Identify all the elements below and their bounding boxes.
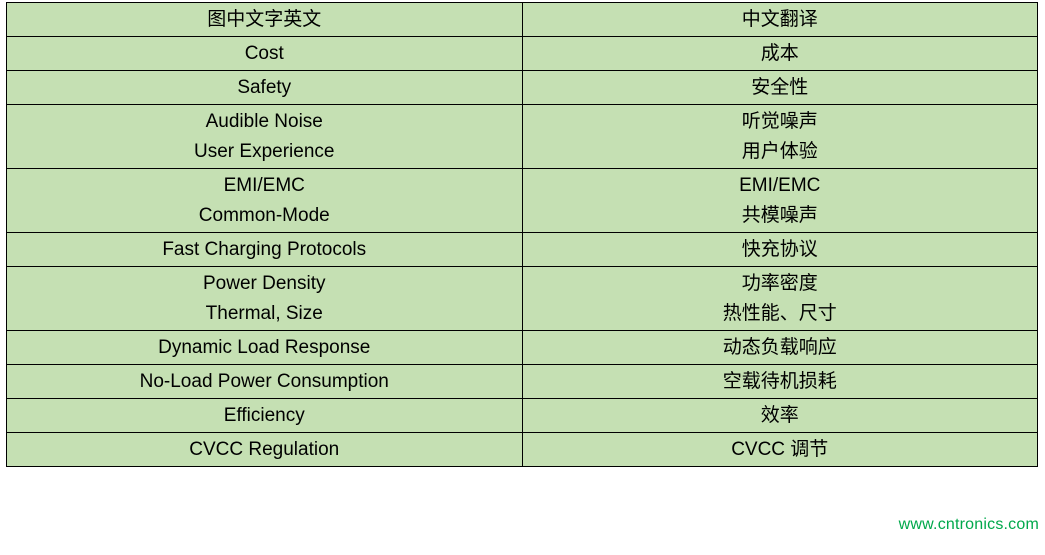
cell-stack: EMI/EMC Common-Mode — [7, 169, 522, 232]
cell-stack: Power Density Thermal, Size — [7, 267, 522, 330]
cell-text: Common-Mode — [199, 201, 330, 230]
cell-stack: 听觉噪声 用户体验 — [523, 105, 1038, 168]
table-row: No-Load Power Consumption 空载待机损耗 — [7, 365, 1038, 399]
cell-text: Thermal, Size — [206, 299, 323, 328]
table-row: Cost 成本 — [7, 37, 1038, 71]
cell-chinese: 空载待机损耗 — [522, 365, 1038, 399]
header-col-chinese: 中文翻译 — [522, 3, 1038, 37]
cell-text: CVCC 调节 — [731, 439, 828, 460]
cell-english: Cost — [7, 37, 523, 71]
cell-chinese: 成本 — [522, 37, 1038, 71]
header-label: 图中文字英文 — [207, 9, 321, 30]
cell-stack: 功率密度 热性能、尺寸 — [523, 267, 1038, 330]
cell-text: 安全性 — [751, 77, 808, 98]
cell-text: Safety — [237, 77, 291, 98]
cell-chinese: 功率密度 热性能、尺寸 — [522, 267, 1038, 331]
cell-chinese: 动态负载响应 — [522, 331, 1038, 365]
cell-text: Cost — [245, 43, 284, 64]
header-col-english: 图中文字英文 — [7, 3, 523, 37]
cell-stack: Audible Noise User Experience — [7, 105, 522, 168]
cell-english: Dynamic Load Response — [7, 331, 523, 365]
cell-text: User Experience — [194, 137, 334, 166]
cell-text: Dynamic Load Response — [158, 337, 370, 358]
header-label: 中文翻译 — [742, 9, 818, 30]
cell-english: No-Load Power Consumption — [7, 365, 523, 399]
table-row: EMI/EMC Common-Mode EMI/EMC 共模噪声 — [7, 169, 1038, 233]
cell-text: CVCC Regulation — [189, 439, 339, 460]
translation-table: 图中文字英文 中文翻译 Cost 成本 Safety 安全性 Audible N… — [6, 2, 1038, 467]
cell-text: 空载待机损耗 — [723, 371, 837, 392]
table-row: Power Density Thermal, Size 功率密度 热性能、尺寸 — [7, 267, 1038, 331]
cell-chinese: 听觉噪声 用户体验 — [522, 105, 1038, 169]
cell-chinese: EMI/EMC 共模噪声 — [522, 169, 1038, 233]
table-header-row: 图中文字英文 中文翻译 — [7, 3, 1038, 37]
cell-text: 共模噪声 — [742, 201, 818, 230]
table-row: CVCC Regulation CVCC 调节 — [7, 433, 1038, 467]
cell-text: 动态负载响应 — [723, 337, 837, 358]
cell-english: Fast Charging Protocols — [7, 233, 523, 267]
cell-chinese: 快充协议 — [522, 233, 1038, 267]
cell-chinese: 安全性 — [522, 71, 1038, 105]
cell-chinese: 效率 — [522, 399, 1038, 433]
cell-english: Efficiency — [7, 399, 523, 433]
cell-text: 用户体验 — [742, 137, 818, 166]
cell-text: Efficiency — [224, 405, 305, 426]
cell-english: Power Density Thermal, Size — [7, 267, 523, 331]
cell-chinese: CVCC 调节 — [522, 433, 1038, 467]
cell-english: EMI/EMC Common-Mode — [7, 169, 523, 233]
cell-text: 效率 — [761, 405, 799, 426]
cell-text: No-Load Power Consumption — [140, 371, 389, 392]
cell-text: 听觉噪声 — [742, 107, 818, 136]
cell-english: CVCC Regulation — [7, 433, 523, 467]
cell-english: Safety — [7, 71, 523, 105]
cell-stack: EMI/EMC 共模噪声 — [523, 169, 1038, 232]
table-row: Dynamic Load Response 动态负载响应 — [7, 331, 1038, 365]
watermark-text: www.cntronics.com — [899, 516, 1039, 534]
table-row: Efficiency 效率 — [7, 399, 1038, 433]
table-row: Safety 安全性 — [7, 71, 1038, 105]
cell-text: 热性能、尺寸 — [723, 299, 837, 328]
cell-text: EMI/EMC — [739, 171, 820, 200]
cell-english: Audible Noise User Experience — [7, 105, 523, 169]
cell-text: 成本 — [761, 43, 799, 64]
cell-text: 快充协议 — [742, 239, 818, 260]
cell-text: Audible Noise — [206, 107, 323, 136]
table-row: Fast Charging Protocols 快充协议 — [7, 233, 1038, 267]
cell-text: EMI/EMC — [224, 171, 305, 200]
table-row: Audible Noise User Experience 听觉噪声 用户体验 — [7, 105, 1038, 169]
cell-text: Power Density — [203, 269, 326, 298]
cell-text: Fast Charging Protocols — [162, 239, 366, 260]
cell-text: 功率密度 — [742, 269, 818, 298]
